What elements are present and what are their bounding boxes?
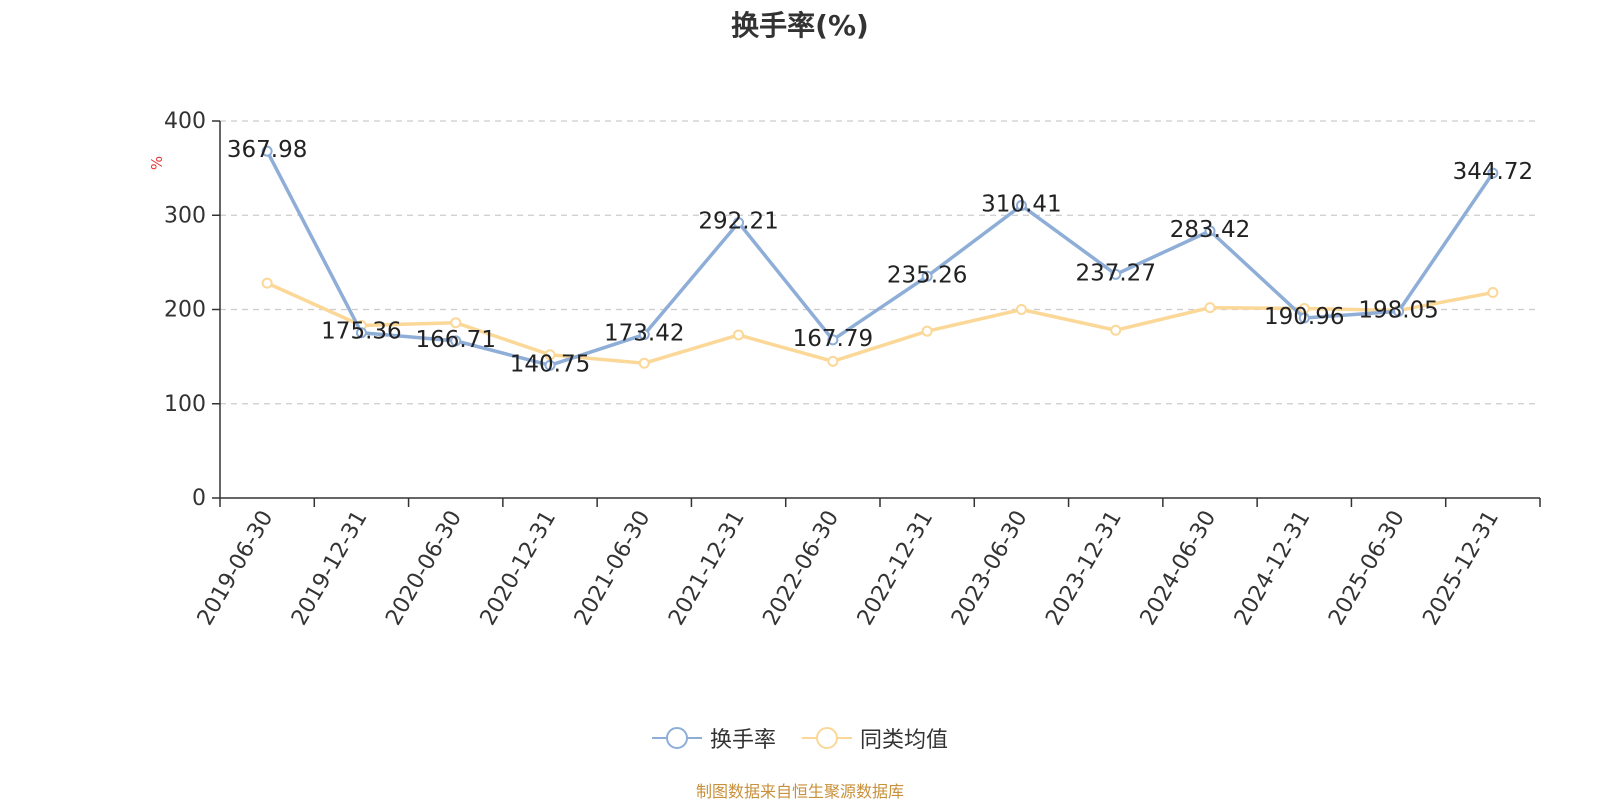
data-point-turnover <box>450 335 462 347</box>
x-tick-label: 2024-06-30 <box>1136 507 1222 630</box>
x-tick-label: 2023-06-30 <box>947 507 1033 630</box>
data-point-turnover <box>1015 199 1027 211</box>
legend-marker-icon <box>802 727 852 749</box>
x-tick-label: 2024-12-31 <box>1230 507 1316 630</box>
data-point-peer-average <box>1204 302 1216 314</box>
data-point-turnover <box>1110 268 1122 280</box>
data-point-peer-average <box>1487 287 1499 299</box>
data-point-peer-average <box>827 355 839 367</box>
x-tick-label: 2023-12-31 <box>1041 507 1127 630</box>
data-label: 166.71 <box>415 327 495 353</box>
data-point-turnover <box>355 327 367 339</box>
data-point-peer-average <box>450 317 462 329</box>
data-point-turnover <box>544 359 556 371</box>
legend-label-turnover: 换手率 <box>709 728 776 753</box>
data-label: 173.42 <box>604 321 684 347</box>
data-label: 237.27 <box>1075 260 1155 286</box>
x-tick-label: 2022-06-30 <box>758 507 844 630</box>
data-label: 292.21 <box>698 209 778 235</box>
data-point-peer-average <box>638 357 650 369</box>
legend: 换手率 同类均值 <box>0 722 1600 754</box>
data-point-turnover <box>921 270 933 282</box>
chart-title: 换手率(%) <box>731 9 869 42</box>
y-tick-label: 200 <box>164 298 206 323</box>
data-label: 344.72 <box>1453 159 1533 185</box>
x-tick-label: 2021-12-31 <box>664 507 750 630</box>
data-label: 235.26 <box>887 262 967 288</box>
data-label: 175.36 <box>321 319 401 345</box>
legend-item-peer-average[interactable]: 同类均值 <box>802 722 948 754</box>
data-label: 198.05 <box>1358 297 1438 323</box>
x-tick-label: 2025-12-31 <box>1418 507 1504 630</box>
y-tick-label: 0 <box>192 486 206 511</box>
data-point-peer-average <box>921 325 933 337</box>
x-tick-label: 2022-12-31 <box>853 507 939 630</box>
x-tick-label: 2025-06-30 <box>1324 507 1410 630</box>
data-label: 367.98 <box>227 137 307 163</box>
data-point-turnover <box>827 334 839 346</box>
data-point-peer-average <box>1015 304 1027 315</box>
data-point-turnover <box>1393 305 1405 317</box>
legend-item-turnover[interactable]: 换手率 <box>651 722 776 754</box>
data-point-turnover <box>1298 312 1310 324</box>
y-tick-label: 300 <box>164 203 206 228</box>
y-tick-label: 400 <box>164 109 206 134</box>
data-point-turnover <box>733 217 745 229</box>
data-point-turnover <box>638 329 650 341</box>
data-point-turnover <box>1487 167 1499 179</box>
x-tick-label: 2020-06-30 <box>381 507 467 630</box>
data-label: 283.42 <box>1170 217 1250 243</box>
y-tick-label: 100 <box>164 392 206 417</box>
x-tick-label: 2019-12-31 <box>287 507 373 630</box>
data-source-note: 制图数据来自恒生聚源数据库 <box>695 782 904 801</box>
data-point-peer-average <box>544 349 556 361</box>
y-axis-label: % <box>148 156 166 170</box>
data-point-peer-average <box>733 329 745 341</box>
data-point-turnover <box>261 145 273 157</box>
series-line-peer-average <box>266 281 1494 365</box>
legend-label-peer-average: 同类均值 <box>860 728 949 753</box>
data-point-peer-average <box>261 277 273 289</box>
legend-marker-icon <box>651 727 702 749</box>
x-tick-label: 2019-06-30 <box>193 507 279 630</box>
series-line-turnover <box>265 150 1495 368</box>
x-tick-label: 2021-06-30 <box>570 507 656 630</box>
data-point-peer-average <box>1110 324 1122 336</box>
data-label: 190.96 <box>1264 304 1344 330</box>
data-point-turnover <box>1204 225 1216 237</box>
data-label: 140.75 <box>510 351 590 377</box>
data-label: 167.79 <box>793 326 873 352</box>
x-tick-label: 2020-12-31 <box>476 507 562 630</box>
data-label: 310.41 <box>981 191 1061 217</box>
